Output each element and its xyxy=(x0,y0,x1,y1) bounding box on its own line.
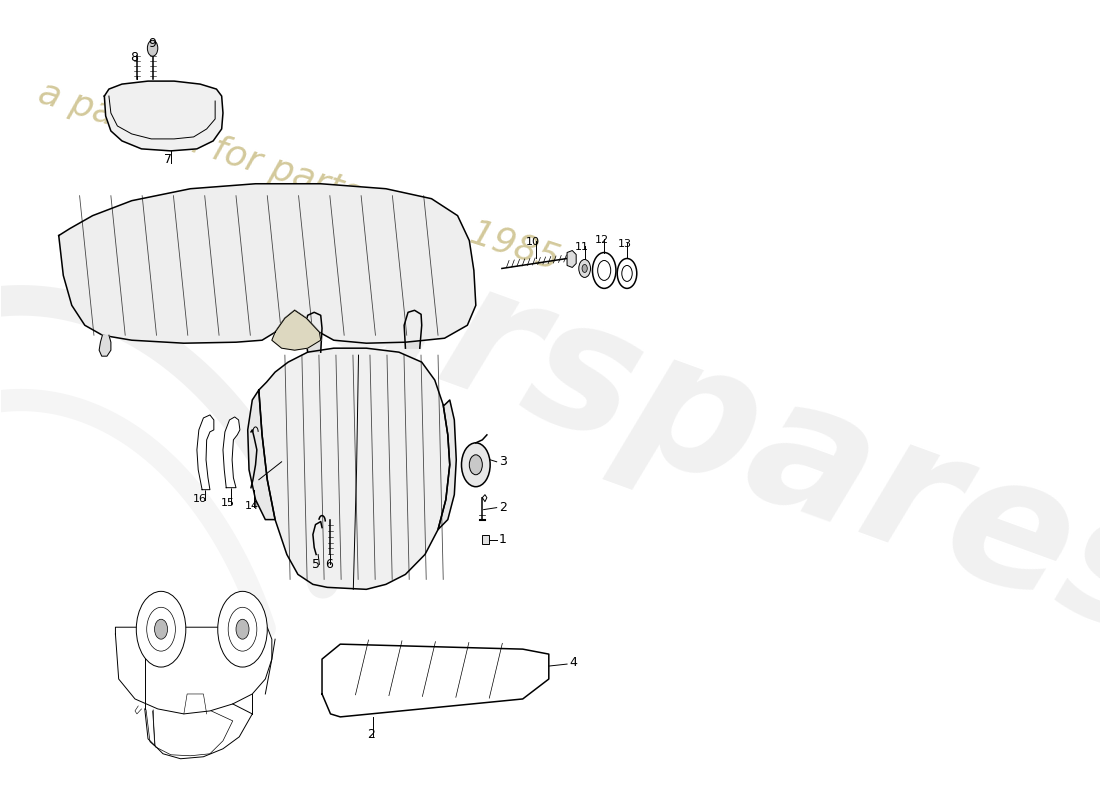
Polygon shape xyxy=(145,704,252,758)
Text: 7: 7 xyxy=(164,153,173,166)
Text: 11: 11 xyxy=(575,242,589,251)
Text: 14: 14 xyxy=(244,501,258,510)
Polygon shape xyxy=(223,417,240,488)
Text: 2: 2 xyxy=(498,501,506,514)
Text: 12: 12 xyxy=(594,234,608,245)
Text: 4: 4 xyxy=(570,655,578,669)
Polygon shape xyxy=(568,250,576,267)
Text: 3: 3 xyxy=(498,455,506,468)
Circle shape xyxy=(136,591,186,667)
Polygon shape xyxy=(58,184,476,343)
Text: 13: 13 xyxy=(617,238,631,249)
Text: 8: 8 xyxy=(130,51,139,64)
Text: 9: 9 xyxy=(148,38,156,50)
Text: 2: 2 xyxy=(367,728,375,741)
Polygon shape xyxy=(305,312,322,352)
Polygon shape xyxy=(99,335,111,356)
Polygon shape xyxy=(322,644,549,717)
Polygon shape xyxy=(438,400,456,530)
Text: 5: 5 xyxy=(312,558,320,571)
Polygon shape xyxy=(116,627,272,714)
Circle shape xyxy=(579,259,591,278)
Circle shape xyxy=(218,591,267,667)
Text: 6: 6 xyxy=(326,558,333,571)
Text: eurspares: eurspares xyxy=(184,163,1100,677)
Circle shape xyxy=(154,619,167,639)
Circle shape xyxy=(462,443,491,486)
Text: 10: 10 xyxy=(526,237,540,246)
Text: 16: 16 xyxy=(192,494,207,504)
Polygon shape xyxy=(404,310,421,348)
Circle shape xyxy=(147,40,157,56)
Circle shape xyxy=(470,455,482,474)
Polygon shape xyxy=(248,390,275,519)
Circle shape xyxy=(236,619,249,639)
Polygon shape xyxy=(104,81,223,151)
Polygon shape xyxy=(197,415,213,490)
Polygon shape xyxy=(258,348,450,590)
Text: 1: 1 xyxy=(498,533,506,546)
Polygon shape xyxy=(272,310,321,350)
Circle shape xyxy=(582,265,587,273)
Text: 15: 15 xyxy=(221,498,235,508)
Polygon shape xyxy=(482,534,488,545)
Text: a passion for parts since 1985: a passion for parts since 1985 xyxy=(34,75,563,276)
